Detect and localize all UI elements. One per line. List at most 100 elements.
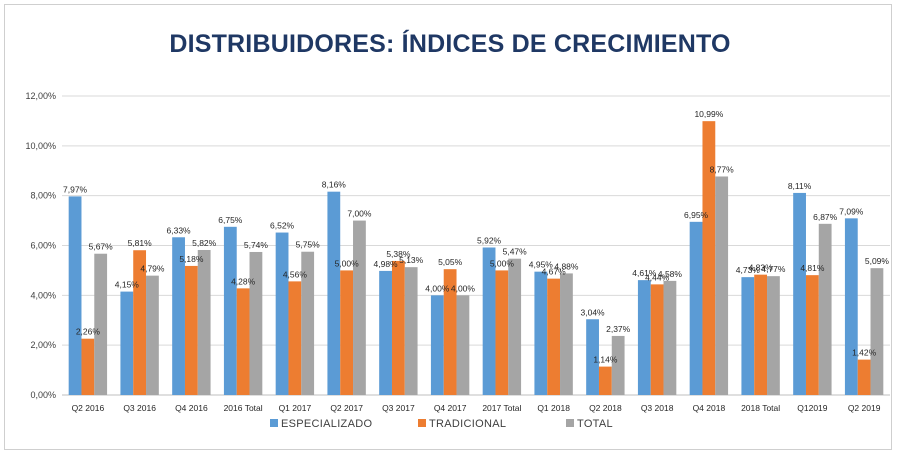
data-label: 5,09% xyxy=(865,256,890,266)
data-label: 6,95% xyxy=(684,210,709,220)
legend-label: ESPECIALIZADO xyxy=(281,418,372,430)
bar xyxy=(68,196,82,395)
bar xyxy=(172,237,185,395)
data-label: 4,67% xyxy=(542,267,567,277)
bar xyxy=(663,280,677,395)
bar xyxy=(611,335,625,395)
data-label: 5,47% xyxy=(503,247,528,257)
data-label: 5,74% xyxy=(244,240,269,250)
bar xyxy=(689,221,703,395)
bar xyxy=(508,258,522,395)
data-label: 5,00% xyxy=(490,258,515,268)
y-tick-label: 2,00% xyxy=(30,340,56,350)
x-tick-label: Q2 2017 xyxy=(330,403,363,413)
bar xyxy=(715,176,729,395)
data-label: 4,15% xyxy=(115,280,140,290)
y-tick-label: 4,00% xyxy=(30,290,56,300)
bar xyxy=(430,295,444,395)
bar xyxy=(650,284,664,395)
data-label: 1,14% xyxy=(593,355,618,365)
bar xyxy=(146,275,159,395)
legend-swatch xyxy=(270,419,278,427)
data-label: 8,16% xyxy=(322,180,347,190)
data-label: 3,04% xyxy=(581,307,606,317)
bar xyxy=(443,269,457,395)
x-tick-label: Q2 2018 xyxy=(589,403,622,413)
data-label: 5,18% xyxy=(179,254,204,264)
bar xyxy=(857,359,871,395)
data-label: 8,11% xyxy=(788,181,812,191)
bar xyxy=(184,265,198,395)
data-label: 4,28% xyxy=(231,276,256,286)
bar xyxy=(288,281,302,395)
data-label: 4,56% xyxy=(283,269,308,279)
data-label: 5,13% xyxy=(399,255,424,265)
x-tick-label: Q1 2018 xyxy=(537,403,570,413)
bar xyxy=(586,319,599,395)
data-label: 4,98% xyxy=(374,259,399,269)
data-label: 6,75% xyxy=(218,215,243,225)
y-tick-label: 6,00% xyxy=(30,241,56,251)
bar xyxy=(223,226,237,395)
bar xyxy=(741,277,755,395)
bars xyxy=(68,121,884,395)
y-tick-label: 10,00% xyxy=(25,141,56,151)
bar xyxy=(81,338,95,395)
x-tick-label: Q12019 xyxy=(797,403,828,413)
legend-swatch xyxy=(418,419,426,427)
bar xyxy=(547,278,561,395)
bar xyxy=(637,280,651,395)
bar xyxy=(275,232,289,395)
data-label: 5,92% xyxy=(477,235,502,245)
data-labels: 7,97% 2,26% 5,67% 4,15% 5,81% 4,79% 6,33% 5,18%… xyxy=(63,109,889,364)
data-label: 4,83% xyxy=(749,263,774,273)
bar xyxy=(754,274,768,395)
bar xyxy=(391,260,405,395)
bar xyxy=(870,268,884,395)
legend-label: TOTAL xyxy=(577,418,613,430)
data-label: 4,00% xyxy=(425,283,450,293)
bar xyxy=(340,270,354,395)
x-tick-label: 2017 Total xyxy=(482,403,521,413)
data-label: 4,00% xyxy=(451,283,476,293)
data-label: 1,42% xyxy=(852,348,877,358)
data-label: 4,73% xyxy=(736,265,761,275)
data-label: 4,79% xyxy=(140,264,165,274)
data-label: 7,00% xyxy=(347,209,372,219)
bar xyxy=(560,273,573,395)
x-tick-label: Q2 2019 xyxy=(848,403,881,413)
bar xyxy=(805,275,819,395)
data-label: 6,87% xyxy=(813,212,838,222)
x-tick-label: 2018 Total xyxy=(741,403,780,413)
x-axis: Q2 2016 Q3 2016 Q4 2016 2016 Total Q1 2017 Q2… xyxy=(72,403,881,413)
data-label: 5,67% xyxy=(89,242,114,252)
bar xyxy=(818,223,832,395)
bar xyxy=(133,250,147,395)
bar xyxy=(793,192,806,395)
x-tick-label: Q3 2016 xyxy=(123,403,156,413)
bar xyxy=(598,366,612,395)
bar xyxy=(844,218,858,395)
data-label: 4,88% xyxy=(554,261,579,271)
x-tick-label: Q4 2018 xyxy=(693,403,726,413)
x-tick-label: Q3 2018 xyxy=(641,403,674,413)
x-tick-label: Q1 2017 xyxy=(279,403,312,413)
bar xyxy=(301,251,315,395)
data-label: 6,52% xyxy=(270,221,295,231)
data-label: 4,61% xyxy=(632,268,657,278)
y-tick-label: 0,00% xyxy=(30,390,56,400)
chart-title: DISTRIBUIDORES: ÍNDICES DE CRECIMIENTO xyxy=(169,30,731,58)
data-label: 2,26% xyxy=(76,327,101,337)
bar xyxy=(482,247,496,395)
data-label: 7,97% xyxy=(63,184,88,194)
bar xyxy=(702,121,716,395)
legend-label: TRADICIONAL xyxy=(429,418,506,430)
bar xyxy=(456,295,470,395)
x-tick-label: Q2 2016 xyxy=(72,403,105,413)
bar xyxy=(495,270,509,395)
bar xyxy=(327,191,341,395)
x-tick-label: 2016 Total xyxy=(224,403,263,413)
data-label: 4,44% xyxy=(645,272,670,282)
data-label: 5,75% xyxy=(296,240,321,250)
